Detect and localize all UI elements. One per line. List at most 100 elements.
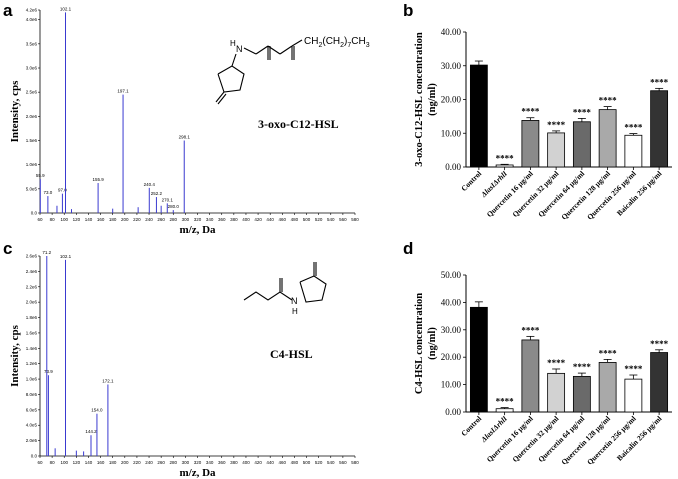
peak-label: 270.1 xyxy=(162,197,174,202)
x-tick-label: 280 xyxy=(170,217,178,222)
significance-marker: **** xyxy=(496,153,515,163)
y-tick-label: 0.0 xyxy=(31,454,38,459)
y-tick-label: 2.4e6 xyxy=(26,269,38,274)
bar xyxy=(572,121,591,168)
bar xyxy=(547,132,566,168)
peak-label: 197.1 xyxy=(117,89,129,94)
x-tick-label: 400 xyxy=(242,217,250,222)
x-tick-label: 320 xyxy=(194,217,202,222)
x-tick-label: 220 xyxy=(133,217,141,222)
x-tick-label: 240 xyxy=(145,460,153,465)
y-tick-label: 1.2e6 xyxy=(26,361,38,366)
x-tick-label: 540 xyxy=(327,217,335,222)
x-tick-label: 120 xyxy=(73,460,81,465)
x-tick-label: 80 xyxy=(50,217,56,222)
bar xyxy=(598,362,617,413)
y-tick-label: 10.00 xyxy=(441,128,462,138)
y-tick-label: 3.5e6 xyxy=(26,41,38,46)
peak-label: 73.9 xyxy=(44,369,53,374)
significance-marker: **** xyxy=(599,96,618,106)
peak-label: 144.2 xyxy=(85,429,97,434)
peak-label: 73.0 xyxy=(43,190,52,195)
x-tick-label: Control xyxy=(459,169,483,193)
x-tick-label: 460 xyxy=(279,460,287,465)
bar xyxy=(547,372,566,413)
mass-spectrum-a: 60 80 100 120 140 160 180 200 220 240 260 280 300 320… xyxy=(9,6,359,236)
y-tick-label: 1.0e6 xyxy=(26,162,38,167)
bar xyxy=(495,408,514,413)
significance-marker: **** xyxy=(547,358,566,368)
x-tick-label: 480 xyxy=(291,460,299,465)
y-tick-label: 40.00 xyxy=(441,27,462,37)
significance-marker: **** xyxy=(650,77,669,87)
y-tick-label: 2.5e6 xyxy=(26,90,38,95)
y-axis-title-line2: (ng/ml) xyxy=(427,83,438,116)
bar xyxy=(495,164,514,168)
compound-label-a: 3-oxo-C12-HSL xyxy=(258,117,339,131)
y-tick-label: 40.00 xyxy=(441,297,462,307)
x-tick-label: 120 xyxy=(73,217,81,222)
x-tick-label: 380 xyxy=(230,460,238,465)
x-tick-label: Baicalin 256 μg/ml xyxy=(615,414,664,463)
x-tick-label: 140 xyxy=(85,217,93,222)
bar-chart-b: 0.0010.0020.0030.0040.00Control****ΔlasI… xyxy=(414,27,672,222)
x-tick-label: 140 xyxy=(85,460,93,465)
y-tick-label: 4.2e6 xyxy=(26,8,38,13)
significance-marker: **** xyxy=(573,107,592,117)
structure-c4-hsl xyxy=(243,262,327,303)
x-tick-label: 520 xyxy=(315,217,323,222)
x-tick-label: 220 xyxy=(133,460,141,465)
x-tick-label: Quercetin 16 μg/ml xyxy=(485,169,535,219)
x-tick-label: 160 xyxy=(97,217,105,222)
y-tick-label: 20.00 xyxy=(441,95,462,105)
peak-label: 71.2 xyxy=(42,250,51,255)
x-tick-label: 580 xyxy=(351,460,359,465)
significance-marker: **** xyxy=(573,362,592,372)
y-axis-title: Intensity, cps xyxy=(9,80,21,142)
x-tick-label: Quercetin 32 μg/ml xyxy=(511,169,561,219)
x-tick-label: Quercetin 64 μg/ml xyxy=(536,414,586,464)
significance-marker: **** xyxy=(521,107,540,117)
x-tick-label: 260 xyxy=(157,460,165,465)
y-tick-label: 20.00 xyxy=(441,352,462,362)
x-tick-label: 180 xyxy=(109,460,117,465)
significance-marker: **** xyxy=(650,339,669,349)
x-tick-label: 100 xyxy=(60,460,68,465)
x-tick-label: 320 xyxy=(194,460,202,465)
x-tick-label: Quercetin 64 μg/ml xyxy=(536,169,586,219)
x-tick-label: 200 xyxy=(121,460,129,465)
y-axis-title: Intensity, cps xyxy=(9,324,21,386)
y-tick-label: 0.0 xyxy=(31,211,38,216)
significance-marker: **** xyxy=(624,364,643,374)
x-tick-label: 420 xyxy=(254,460,262,465)
bar xyxy=(521,120,540,168)
peak-label: 298.1 xyxy=(179,135,191,140)
y-tick-label: 2.0e6 xyxy=(26,300,38,305)
bar xyxy=(572,375,591,413)
bar xyxy=(624,378,643,413)
panel-letter-a: a xyxy=(3,1,13,20)
significance-marker: **** xyxy=(521,325,540,335)
y-tick-label: 1.4e6 xyxy=(26,346,38,351)
x-tick-label: 520 xyxy=(315,460,323,465)
bar xyxy=(469,64,488,168)
x-tick-label: Quercetin 16 μg/ml xyxy=(485,414,535,464)
x-tick-label: 240 xyxy=(145,217,153,222)
x-tick-label: 300 xyxy=(182,217,190,222)
x-tick-label: 500 xyxy=(303,460,311,465)
x-tick-label: Quercetin 32 μg/ml xyxy=(511,414,561,464)
bar xyxy=(624,134,643,168)
x-tick-label: 60 xyxy=(37,460,43,465)
peak-label: 55.9 xyxy=(36,173,45,178)
x-tick-label: 160 xyxy=(97,460,105,465)
x-tick-label: 500 xyxy=(303,217,311,222)
x-tick-label: 180 xyxy=(109,217,117,222)
x-tick-label: 300 xyxy=(182,460,190,465)
peak-label: 280.0 xyxy=(168,204,180,209)
y-tick-label: 2.6e6 xyxy=(26,254,38,259)
x-tick-label: 480 xyxy=(291,217,299,222)
peak-label: 102.1 xyxy=(60,6,72,11)
x-tick-label: 360 xyxy=(218,460,226,465)
y-axis-title-line2: (ng/ml) xyxy=(427,327,438,360)
